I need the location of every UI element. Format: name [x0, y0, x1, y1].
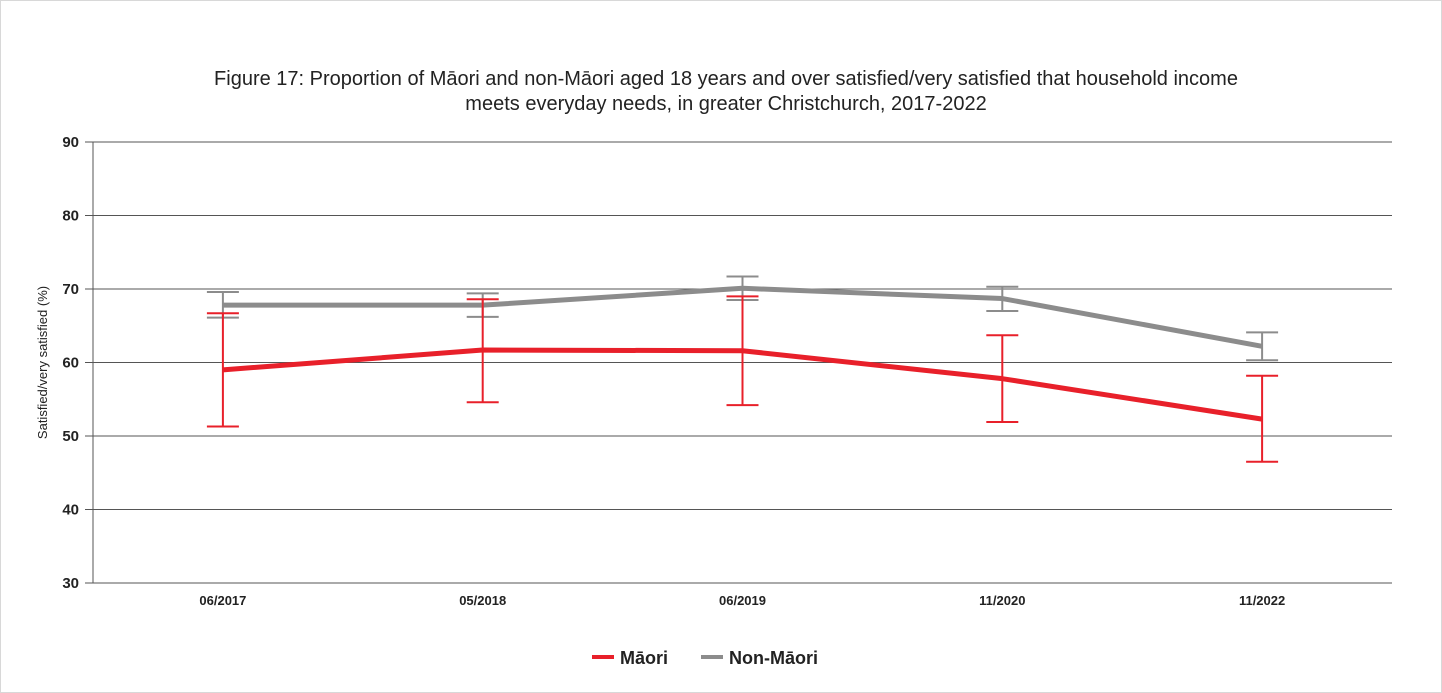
y-tick-label: 50 — [62, 428, 79, 445]
gridlines — [85, 141, 1392, 584]
y-tick-label: 40 — [62, 502, 79, 519]
x-tick-label: 11/2020 — [979, 593, 1025, 608]
x-tick-label: 05/2018 — [459, 593, 506, 608]
y-tick-label: 70 — [62, 281, 79, 298]
y-tick-label: 80 — [62, 208, 79, 225]
chart-title: Figure 17: Proportion of Māori and non-M… — [61, 67, 1391, 117]
legend-label: Non-Māori — [729, 648, 818, 668]
x-tick-label: 06/2017 — [199, 593, 246, 608]
y-tick-label: 90 — [62, 134, 79, 151]
y-tick-labels: 30 40 50 60 70 80 90 — [62, 134, 79, 592]
x-tick-labels: 06/2017 05/2018 06/2019 11/2020 11/2022 — [199, 593, 1285, 608]
x-tick-label: 11/2022 — [1239, 593, 1285, 608]
series-layer — [206, 275, 1279, 463]
chart-title-line-1: Figure 17: Proportion of Māori and non-M… — [214, 68, 1238, 90]
y-tick-label: 30 — [62, 575, 79, 592]
legend-label: Māori — [620, 648, 668, 668]
y-axis-label: Satisfied/very satisfied (%) — [35, 286, 50, 439]
series-maori — [206, 295, 1279, 463]
legend: Māori Non-Māori — [592, 648, 818, 668]
chart-title-line-2: meets everyday needs, in greater Christc… — [465, 93, 987, 115]
y-tick-label: 60 — [62, 355, 79, 372]
x-tick-label: 06/2019 — [719, 593, 766, 608]
